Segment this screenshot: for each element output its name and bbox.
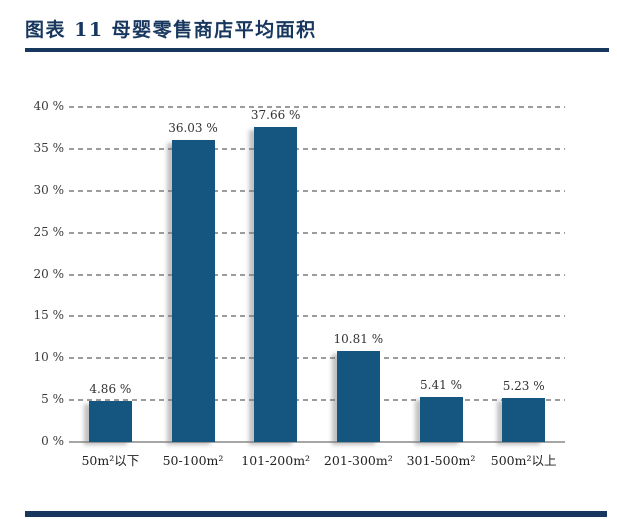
footer-divider — [25, 511, 607, 517]
y-axis-tick-label: 20 % — [33, 266, 65, 281]
bar-value-label: 4.86 % — [89, 382, 132, 397]
x-axis-category-label: 500m²以上 — [490, 453, 557, 468]
bar — [254, 126, 298, 442]
x-axis-category-label: 301-500m² — [406, 453, 476, 468]
y-axis-tick-label: 40 % — [33, 99, 65, 113]
gridline-40 — [69, 106, 565, 108]
gridline-15 — [69, 315, 565, 318]
gridline-25 — [69, 231, 565, 234]
bar — [171, 140, 215, 442]
y-axis-tick-label: 35 % — [33, 140, 65, 155]
y-axis-tick-label: 25 % — [33, 224, 65, 239]
x-axis-line — [69, 441, 565, 443]
y-axis-tick-label: 15 % — [33, 308, 65, 323]
bar — [336, 351, 380, 442]
gridline-35 — [69, 147, 565, 150]
y-axis-tick-label: 10 % — [33, 350, 65, 365]
bar-value-label: 36.03 % — [168, 121, 218, 136]
gridline-30 — [69, 189, 565, 192]
bar-value-label: 10.81 % — [333, 332, 384, 347]
y-axis-tick-label: 5 % — [41, 392, 64, 407]
bar-value-label: 5.41 % — [420, 377, 462, 392]
x-axis-category-label: 50-100m² — [162, 453, 224, 468]
y-axis-tick-label: 30 % — [33, 182, 65, 197]
bar — [502, 398, 546, 442]
title-divider — [25, 48, 609, 52]
gridline-5 — [69, 399, 565, 402]
gridline-10 — [69, 357, 565, 360]
figure-title: 图表 11 母婴零售商店平均面积 — [25, 19, 317, 41]
x-axis-category-label: 101-200m² — [241, 453, 311, 468]
gridline-20 — [69, 273, 565, 276]
bar-value-label: 5.23 % — [502, 379, 545, 394]
x-axis-category-label: 50m²以下 — [81, 453, 140, 468]
bar — [419, 396, 463, 442]
y-axis-tick-label: 0 % — [41, 434, 64, 448]
bar-value-label: 37.66 % — [250, 107, 301, 122]
bar — [88, 401, 132, 442]
x-axis-category-label: 201-300m² — [323, 453, 393, 468]
